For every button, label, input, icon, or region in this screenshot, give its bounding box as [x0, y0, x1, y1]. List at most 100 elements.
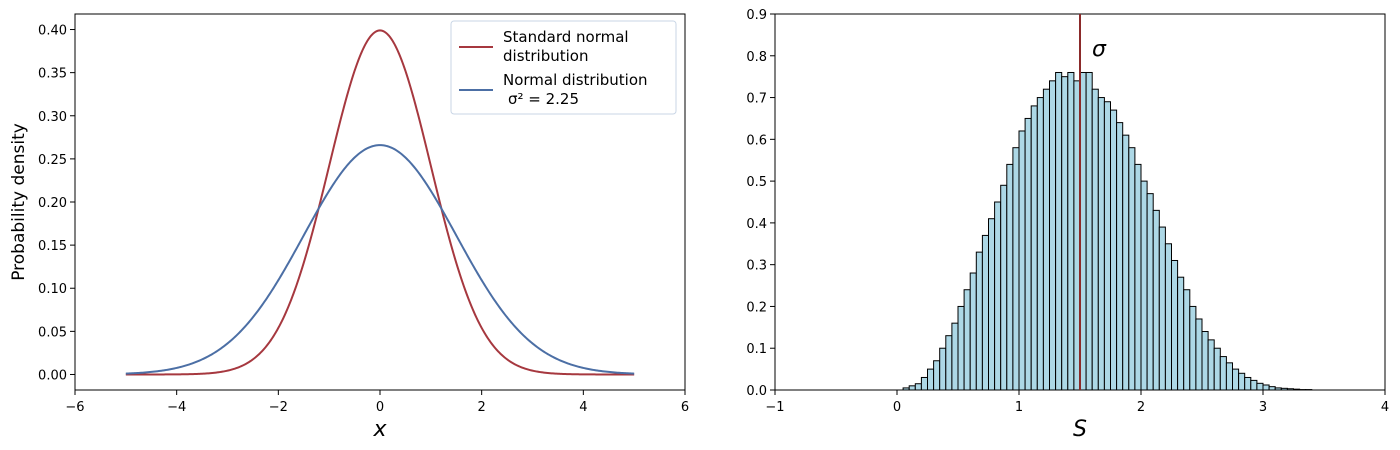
right-y-tick-label: 0.2 [746, 300, 767, 315]
right-y-tick-label: 0.8 [746, 50, 767, 65]
right-y-tick-label: 0.9 [746, 8, 767, 23]
left-legend: Standard normal distribution Normal dist… [450, 20, 677, 115]
histogram-bar [963, 289, 971, 391]
histogram-bar [1140, 180, 1148, 391]
histogram-bar [1293, 388, 1301, 391]
histogram-bar [945, 335, 953, 391]
histogram-bar [994, 201, 1002, 391]
left-x-tick-label: 2 [478, 400, 486, 415]
histogram-bar [1042, 88, 1051, 391]
histogram-bar [927, 368, 935, 391]
left-y-ticks: 0.00 0.05 0.10 0.15 0.20 0.25 0.30 0.35 0.40 [38, 24, 75, 383]
histogram-bar [951, 322, 959, 391]
right-y-tick-label: 0.0 [746, 384, 767, 399]
right-y-ticks: 0.0 0.1 0.2 0.3 0.4 0.5 0.6 0.7 0.8 0.9 [746, 8, 775, 399]
right-y-tick-label: 0.6 [746, 133, 767, 148]
histogram-bar [920, 376, 929, 391]
histogram-bar [1110, 109, 1118, 391]
histogram-bar [1067, 71, 1075, 391]
histogram-bar [1122, 134, 1130, 391]
left-x-tick-label: −6 [65, 400, 84, 415]
sigma-label: σ [1092, 37, 1107, 62]
left-y-tick-label: 0.30 [38, 110, 67, 125]
right-chart: σ −1 0 1 2 3 4 0.0 0.1 0.2 0.3 0.4 0.5 0.6 0.7 0.8 0.9… [746, 8, 1389, 442]
right-x-tick-label: −1 [765, 400, 784, 415]
legend-label-normal-var225-line1: Normal distribution [503, 71, 648, 89]
right-y-tick-label: 0.4 [746, 217, 767, 232]
left-x-ticks: −6 −4 −2 0 2 4 6 [65, 390, 689, 415]
left-y-tick-label: 0.15 [38, 239, 67, 254]
histogram-bar [1177, 276, 1185, 391]
histogram-bar [1030, 105, 1038, 391]
histogram-bar [1207, 339, 1215, 391]
histogram-bar [1268, 386, 1276, 391]
right-x-tick-label: 1 [1015, 400, 1023, 415]
histogram-bar [1219, 356, 1227, 391]
histogram-bar [1000, 184, 1008, 391]
right-x-tick-label: 2 [1137, 400, 1145, 415]
histogram-bar [1238, 372, 1246, 391]
histogram-bar [975, 251, 983, 391]
histogram-bar [957, 305, 965, 391]
left-x-tick-label: −2 [269, 400, 288, 415]
left-series-group [125, 29, 635, 376]
histogram-bar [1164, 243, 1173, 391]
histogram-bar [1232, 368, 1240, 391]
histogram-bar [939, 347, 947, 391]
legend-frame [450, 20, 677, 115]
histogram-bar [1256, 382, 1264, 391]
left-x-tick-label: −4 [167, 400, 186, 415]
right-y-tick-label: 0.1 [746, 342, 767, 357]
histogram-bar [1274, 387, 1282, 391]
histogram-bar [1103, 101, 1112, 391]
left-y-tick-label: 0.35 [38, 67, 67, 82]
right-y-tick-label: 0.5 [746, 175, 767, 190]
histogram-bar [1061, 76, 1069, 391]
histogram-bar [1055, 71, 1063, 391]
histogram-bar [1006, 163, 1014, 391]
histogram-bar [914, 383, 922, 391]
histogram-bar [988, 218, 996, 391]
left-y-axis-title: Probability density [9, 123, 29, 281]
left-y-tick-label: 0.00 [38, 368, 67, 383]
histogram-bar [1036, 97, 1044, 391]
right-x-axis-title: S [1073, 417, 1087, 442]
histogram-bar [969, 272, 977, 391]
histogram-bar [1195, 318, 1203, 391]
left-y-tick-label: 0.05 [38, 325, 67, 340]
histogram-bar [1250, 379, 1258, 391]
histogram-bar [1097, 97, 1105, 391]
histogram-bar [1134, 163, 1142, 391]
histogram-bar [1225, 362, 1234, 391]
histogram-bar [1024, 117, 1032, 391]
histogram-bar [1183, 289, 1191, 391]
histogram-bar [1146, 193, 1154, 391]
histogram-bar [1189, 305, 1197, 391]
left-y-tick-label: 0.40 [38, 24, 67, 39]
left-x-tick-label: 0 [376, 400, 384, 415]
legend-label-normal-var225-line2: σ² = 2.25 [508, 90, 579, 108]
right-x-tick-label: 0 [893, 400, 901, 415]
right-y-tick-label: 0.7 [746, 92, 767, 107]
series-line-normal-var225 [125, 144, 635, 375]
histogram-bar [1262, 384, 1270, 391]
left-x-axis-title: x [372, 417, 387, 442]
histogram-bar [902, 387, 910, 391]
histogram-bar [908, 385, 916, 391]
legend-label-standard-normal-line1: Standard normal [503, 28, 629, 46]
right-y-tick-label: 0.3 [746, 259, 767, 274]
legend-label-standard-normal-line2: distribution [503, 47, 588, 65]
histogram-bar [1012, 147, 1020, 391]
left-x-tick-label: 6 [681, 400, 689, 415]
right-x-tick-label: 3 [1259, 400, 1267, 415]
left-y-tick-label: 0.25 [38, 153, 67, 168]
series-line-standard-normal [125, 29, 635, 376]
left-chart: −6 −4 −2 0 2 4 6 0.000.050.100.150.200.250.300… [9, 13, 689, 442]
histogram-bar [1128, 147, 1136, 391]
histogram-bars [902, 71, 1313, 391]
right-x-ticks: −1 0 1 2 3 4 [765, 390, 1389, 415]
histogram-bar [933, 360, 941, 391]
histogram-bar [1244, 376, 1252, 391]
right-x-tick-label: 4 [1381, 400, 1389, 415]
